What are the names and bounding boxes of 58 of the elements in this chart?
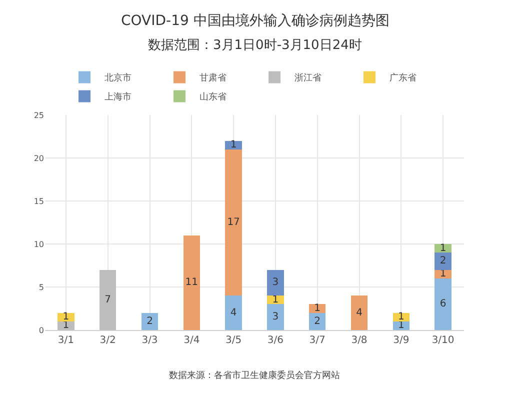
legend-label: 上海市 [104, 92, 132, 103]
bar [225, 296, 242, 330]
bar [58, 312, 74, 322]
legend-label: 北京市 [104, 72, 132, 84]
x-tick-label: 3/5 [226, 335, 242, 346]
y-tick-label: 0 [38, 326, 44, 335]
data-label: 4 [230, 307, 237, 318]
data-label: 7 [104, 294, 112, 306]
x-tick-label: 3/2 [100, 335, 116, 346]
bar [434, 252, 452, 270]
y-tick-label: 15 [34, 196, 44, 206]
bar [267, 304, 284, 330]
bar [99, 270, 116, 330]
y-tick-label: 25 [34, 110, 44, 120]
bar [434, 270, 452, 278]
x-tick-label: 3/6 [267, 335, 284, 346]
source-note: 数据来源：各省市卫生健康委员会官方网站 [169, 370, 340, 381]
legend-label: 浙江省 [294, 72, 322, 84]
data-label: 1 [272, 294, 279, 306]
data-label: 1 [62, 312, 70, 323]
y-tick-label: 5 [38, 282, 44, 292]
data-label: 1 [398, 312, 404, 323]
data-label: 1 [230, 140, 237, 151]
bar [183, 235, 200, 330]
chart-subtitle: 数据范围：3月1日0时-3月10日24时 [148, 38, 362, 53]
bar [225, 149, 242, 296]
x-tick-label: 3/7 [309, 335, 326, 346]
legend-label: 山东省 [200, 92, 226, 103]
x-tick-label: 3/10 [432, 335, 454, 346]
bar [141, 312, 158, 330]
data-label: 2 [440, 256, 446, 267]
y-tick-label: 20 [34, 154, 44, 163]
data-label: 11 [185, 277, 198, 288]
data-label: 4 [356, 307, 362, 318]
data-label: 6 [440, 298, 446, 310]
data-label: 2 [146, 316, 153, 327]
data-label: 1 [314, 303, 321, 314]
x-tick-label: 3/1 [58, 335, 74, 346]
bar [350, 296, 368, 330]
bar [308, 312, 326, 330]
data-label: 2 [314, 316, 321, 327]
x-tick-label: 3/3 [142, 335, 158, 346]
data-label: 3 [272, 277, 279, 288]
bar [434, 278, 452, 330]
x-tick-label: 3/9 [393, 335, 410, 346]
bar [58, 321, 74, 330]
x-tick-label: 3/4 [184, 335, 200, 346]
data-label: 1 [440, 242, 446, 254]
data-label: 3 [272, 312, 279, 323]
legend-label: 甘肃省 [200, 72, 226, 84]
bar [267, 270, 284, 296]
bar [225, 140, 242, 150]
bar [308, 304, 326, 313]
x-tick-label: 3/8 [351, 335, 368, 346]
data-label: 17 [227, 217, 240, 228]
y-tick-label: 10 [34, 240, 44, 249]
legend-label: 广东省 [390, 72, 416, 84]
chart-title: COVID-19 中国由境外输入确诊病例趋势图 [121, 13, 390, 29]
